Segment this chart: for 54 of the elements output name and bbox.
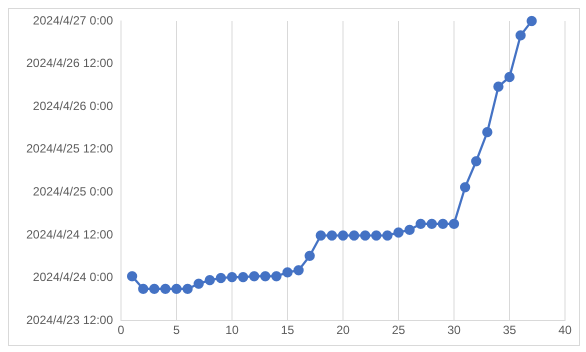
point xyxy=(126,271,138,282)
point xyxy=(182,284,193,294)
text: 2024/4/26 12:00 xyxy=(26,56,114,70)
point xyxy=(482,127,492,138)
x-tick-label: 35 xyxy=(502,323,516,338)
point xyxy=(216,272,226,284)
point xyxy=(460,182,470,192)
point xyxy=(382,230,393,241)
point xyxy=(371,230,382,241)
x-tick-label: 30 xyxy=(447,323,461,338)
text: 2024/4/23 12:00 xyxy=(26,312,114,327)
point xyxy=(149,284,160,294)
point xyxy=(304,250,315,262)
point xyxy=(338,230,348,241)
point xyxy=(293,265,304,276)
text: 2024/4/25 12:00 xyxy=(26,142,114,156)
point xyxy=(282,267,293,278)
point xyxy=(160,284,171,294)
text: 2024/4/24 12:00 xyxy=(26,227,114,242)
point xyxy=(238,272,248,282)
point xyxy=(271,271,282,282)
point xyxy=(348,230,360,241)
point xyxy=(493,81,504,92)
text: 2024/4/27 0:00 xyxy=(32,13,114,28)
x-tick-label: 15 xyxy=(280,323,294,338)
point xyxy=(504,72,515,82)
point xyxy=(249,271,260,282)
point xyxy=(438,218,448,229)
x-tick-label: 20 xyxy=(336,323,350,338)
text: 2024/4/24 0:00 xyxy=(32,270,114,284)
point xyxy=(526,16,537,26)
point xyxy=(448,218,460,229)
point xyxy=(515,30,526,41)
point xyxy=(204,275,215,286)
point xyxy=(360,230,370,241)
text: 2024/4/25 0:00 xyxy=(32,184,114,199)
point xyxy=(138,284,148,294)
point xyxy=(226,272,238,282)
text: 2024/4/26 0:00 xyxy=(32,98,114,113)
x-tick-label: 40 xyxy=(558,323,572,338)
point xyxy=(471,156,482,166)
point xyxy=(393,227,404,238)
x-tick-label: 10 xyxy=(225,323,239,338)
point xyxy=(316,230,326,241)
point xyxy=(404,224,415,235)
x-tick-label: 25 xyxy=(392,323,406,338)
point xyxy=(171,284,182,294)
point xyxy=(194,278,204,289)
x-tick-label: 0 xyxy=(118,323,125,338)
point xyxy=(326,230,338,241)
point xyxy=(260,271,270,282)
point xyxy=(426,218,437,229)
point xyxy=(416,218,426,229)
x-tick-label: 5 xyxy=(173,323,180,338)
